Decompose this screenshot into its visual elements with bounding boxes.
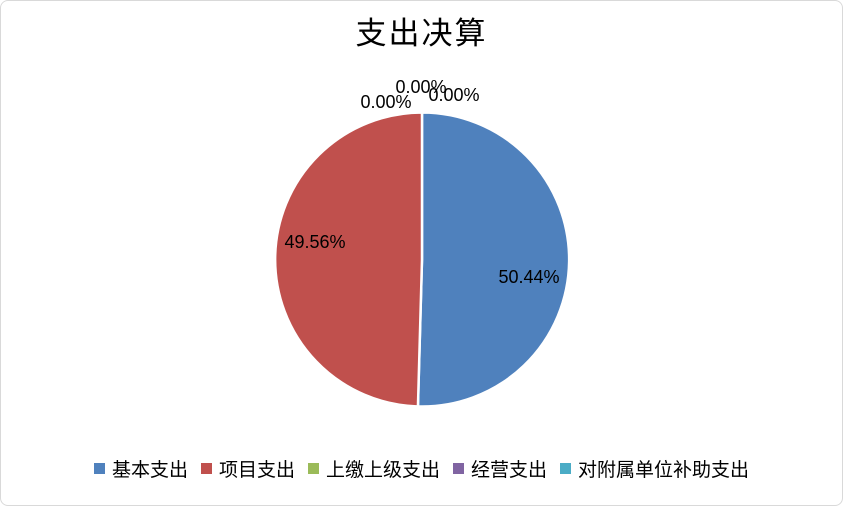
legend-item-2: 上缴上级支出 bbox=[307, 455, 440, 482]
legend-label-2: 上缴上级支出 bbox=[325, 460, 440, 481]
legend-swatch-0 bbox=[93, 463, 105, 474]
legend-label-0: 基本支出 bbox=[111, 460, 188, 481]
legend-item-4: 对附属单位补助支出 bbox=[560, 455, 749, 482]
pie-slice-0 bbox=[416, 111, 571, 408]
legend-label-1: 项目支出 bbox=[218, 460, 295, 481]
legend-item-0: 基本支出 bbox=[93, 455, 188, 482]
legend-swatch-4 bbox=[560, 463, 572, 474]
legend-item-3: 经营支出 bbox=[453, 455, 547, 482]
legend-label-3: 经营支出 bbox=[471, 460, 548, 481]
legend-item-1: 项目支出 bbox=[200, 455, 295, 482]
legend-swatch-1 bbox=[200, 463, 212, 474]
legend: 基本支出 项目支出 上缴上级支出 经营支出 对附属单位补助支出 bbox=[1, 455, 842, 482]
pie-slice-1 bbox=[273, 111, 424, 408]
legend-label-4: 对附属单位补助支出 bbox=[578, 460, 750, 481]
chart-title: 支出决算 bbox=[355, 16, 488, 51]
legend-swatch-2 bbox=[307, 463, 319, 474]
legend-swatch-3 bbox=[453, 463, 464, 474]
